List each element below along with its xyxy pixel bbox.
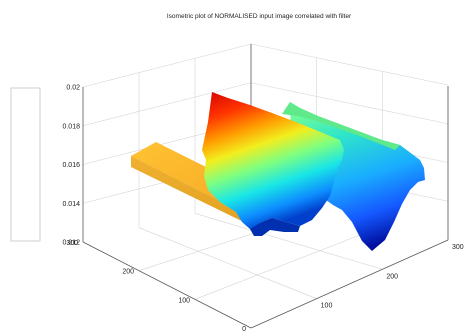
z-tick-label: 0.018	[62, 123, 80, 130]
x-tick-label: 100	[321, 303, 333, 310]
surface-ridge-face	[202, 92, 344, 232]
y-tick-label: 0	[242, 326, 246, 331]
surface-bar-front	[131, 156, 260, 230]
x-tick-label: 200	[386, 273, 398, 280]
colorbar-box	[10, 87, 41, 242]
x-axis-line	[250, 239, 449, 329]
z-tick-label: 0.02	[66, 85, 80, 92]
surface-ridge-base	[250, 218, 300, 236]
chart-title: Isometric plot of NORMALISED input image…	[167, 13, 352, 20]
z-tick-label: 0.012	[62, 240, 80, 247]
z-tick-label: 0.014	[62, 201, 80, 208]
z-tick-label: 0.016	[62, 162, 80, 169]
x-tick-label: 300	[452, 244, 464, 251]
x-floor-gridline	[138, 227, 317, 299]
y-tick-label: 200	[122, 269, 134, 276]
surface-ridge-feature	[202, 92, 344, 236]
y-tick-label: 300	[66, 240, 78, 247]
axis-frame	[82, 44, 449, 329]
x-floor-gridline	[194, 213, 383, 270]
surface-trough-rim	[282, 102, 400, 150]
y-axis-line	[82, 241, 252, 329]
y-tick-label: 100	[178, 297, 190, 304]
y-floor-gridline	[194, 226, 383, 300]
tick-labels: 0.0120.0140.0160.0180.020100200300010020…	[62, 85, 463, 331]
